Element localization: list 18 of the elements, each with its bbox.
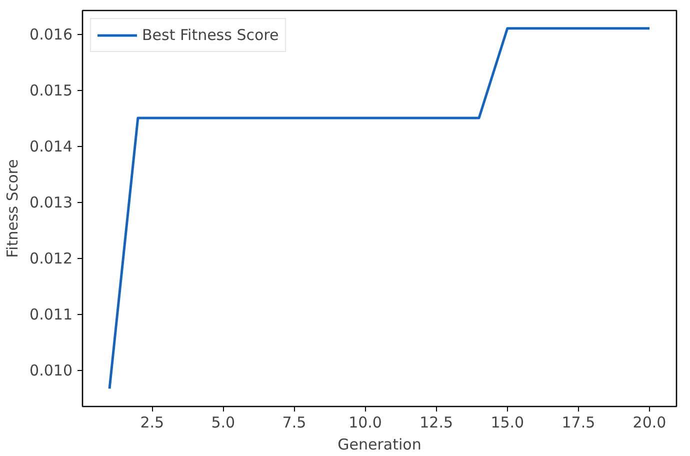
y-tick-label: 0.012 bbox=[30, 250, 73, 268]
x-tick-label: 15.0 bbox=[490, 414, 524, 432]
y-axis-title: Fitness Score bbox=[4, 159, 22, 258]
x-tick-label: 5.0 bbox=[211, 414, 236, 432]
x-tick-label: 7.5 bbox=[282, 414, 306, 432]
y-tick-label: 0.010 bbox=[30, 362, 73, 380]
x-tick-label: 20.0 bbox=[632, 414, 666, 432]
x-tick-label: 12.5 bbox=[420, 414, 454, 432]
x-tick-label: 17.5 bbox=[562, 414, 596, 432]
y-tick-label: 0.016 bbox=[30, 26, 73, 44]
x-tick-label: 2.5 bbox=[140, 414, 164, 432]
legend-label: Best Fitness Score bbox=[142, 26, 279, 44]
y-tick-label: 0.013 bbox=[30, 194, 73, 212]
x-axis-title: Generation bbox=[338, 436, 422, 454]
y-tick-label: 0.011 bbox=[30, 306, 73, 324]
y-tick-label: 0.015 bbox=[30, 82, 73, 100]
x-tick-label: 10.0 bbox=[348, 414, 382, 432]
y-tick-label: 0.014 bbox=[30, 138, 73, 156]
